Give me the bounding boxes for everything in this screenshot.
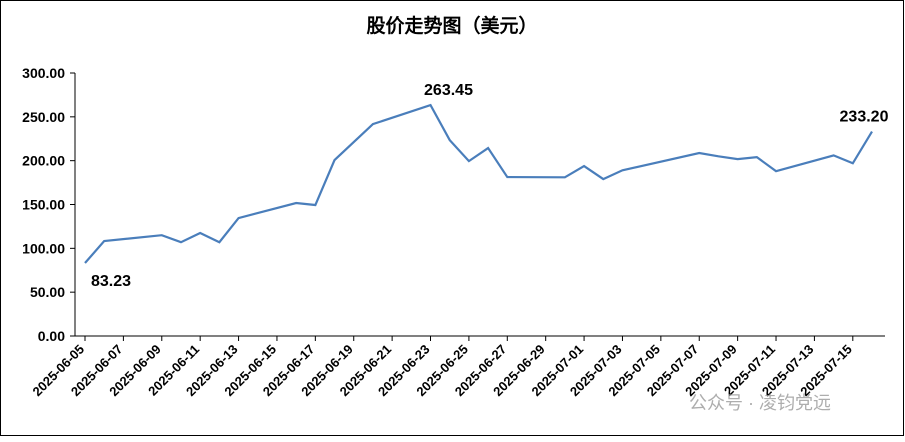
line (84, 103, 873, 264)
y-tick-label: 200.00 (22, 153, 65, 169)
y-tick-label: 150.00 (22, 197, 65, 213)
watermark: 公众号 · 凌钧党远 (689, 393, 831, 413)
y-tick-label: 250.00 (22, 109, 65, 125)
data-label: 263.45 (424, 82, 473, 99)
chart-title: 股价走势图（美元） (366, 14, 537, 37)
y-tick-label: 50.00 (30, 284, 65, 300)
y-tick-label: 100.00 (22, 240, 65, 256)
data-label: 83.23 (91, 273, 131, 290)
data-label: 233.20 (840, 109, 889, 126)
y-tick-label: 300.00 (22, 65, 65, 81)
y-tick-label: 0.00 (38, 328, 65, 344)
